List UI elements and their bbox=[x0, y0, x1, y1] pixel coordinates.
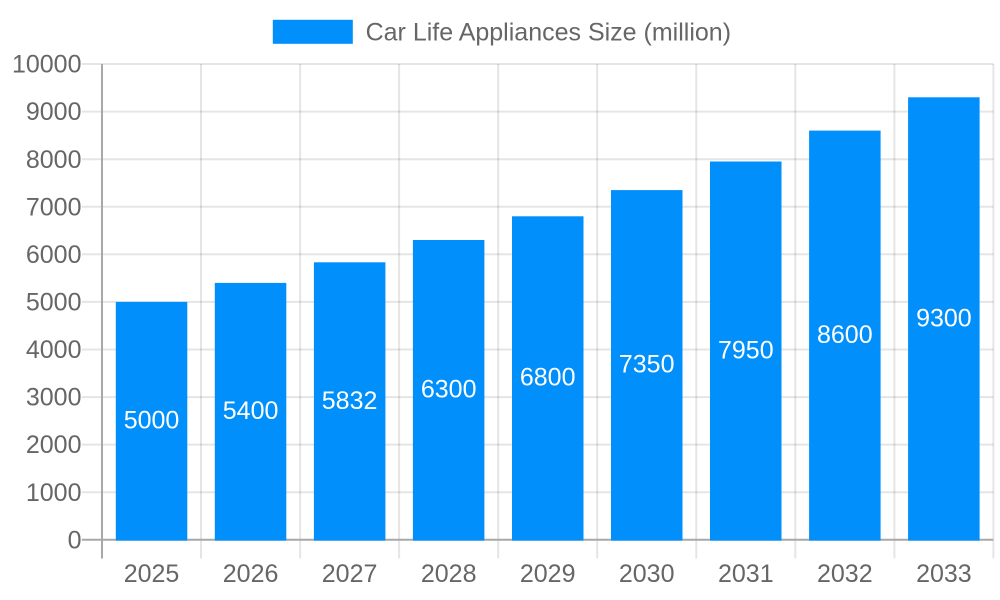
svg-text:2029: 2029 bbox=[520, 560, 576, 588]
svg-text:2026: 2026 bbox=[223, 560, 279, 588]
svg-text:9300: 9300 bbox=[916, 304, 972, 332]
svg-text:8000: 8000 bbox=[26, 146, 82, 174]
svg-text:4000: 4000 bbox=[26, 336, 82, 364]
svg-text:2031: 2031 bbox=[718, 560, 774, 588]
svg-text:2032: 2032 bbox=[817, 560, 873, 588]
svg-text:5832: 5832 bbox=[322, 387, 378, 415]
svg-text:2028: 2028 bbox=[421, 560, 477, 588]
svg-text:5000: 5000 bbox=[124, 407, 180, 435]
svg-text:2025: 2025 bbox=[124, 560, 180, 588]
svg-text:1000: 1000 bbox=[26, 479, 82, 507]
svg-text:2033: 2033 bbox=[916, 560, 972, 588]
svg-text:6300: 6300 bbox=[421, 376, 477, 404]
svg-text:0: 0 bbox=[68, 526, 82, 554]
svg-text:5400: 5400 bbox=[223, 397, 279, 425]
svg-text:Car Life Appliances Size (mill: Car Life Appliances Size (million) bbox=[366, 18, 731, 46]
svg-text:7000: 7000 bbox=[26, 193, 82, 221]
svg-text:8600: 8600 bbox=[817, 321, 873, 349]
svg-text:5000: 5000 bbox=[26, 289, 82, 317]
svg-text:2027: 2027 bbox=[322, 560, 378, 588]
svg-text:2000: 2000 bbox=[26, 431, 82, 459]
svg-text:6800: 6800 bbox=[520, 364, 576, 392]
svg-text:3000: 3000 bbox=[26, 384, 82, 412]
svg-text:7350: 7350 bbox=[619, 351, 675, 379]
svg-text:6000: 6000 bbox=[26, 241, 82, 269]
svg-text:10000: 10000 bbox=[12, 51, 82, 79]
svg-text:2030: 2030 bbox=[619, 560, 675, 588]
svg-text:7950: 7950 bbox=[718, 336, 774, 364]
svg-text:9000: 9000 bbox=[26, 98, 82, 126]
